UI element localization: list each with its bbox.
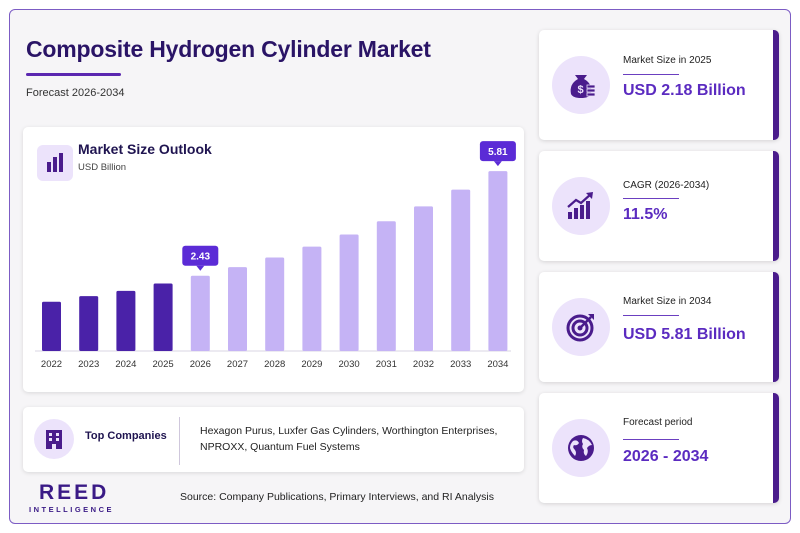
page-subtitle: Forecast 2026-2034 — [26, 87, 125, 99]
x-tick-label: 2027 — [227, 359, 248, 370]
x-tick-label: 2034 — [487, 359, 508, 370]
bar-2022 — [42, 301, 61, 351]
callout-label: 5.81 — [488, 147, 508, 158]
bar-2026 — [190, 275, 210, 351]
companies-divider — [179, 417, 180, 465]
stat-divider — [623, 198, 679, 199]
x-tick-label: 2033 — [450, 359, 471, 370]
callout-2034: 5.81 — [479, 141, 516, 167]
stat-divider — [623, 315, 679, 316]
bar-2023 — [79, 296, 99, 351]
stat-label: Forecast period — [623, 417, 693, 428]
stat-value: USD 5.81 Billion — [623, 326, 746, 343]
bar-2025 — [153, 283, 173, 351]
x-tick-label: 2024 — [115, 359, 136, 370]
growth-chart-icon — [552, 177, 610, 235]
x-tick-label: 2029 — [301, 359, 322, 370]
companies-card — [23, 407, 524, 472]
brand-logo: REED — [39, 481, 110, 504]
source-note: Source: Company Publications, Primary In… — [180, 491, 494, 503]
bar-2028 — [265, 257, 285, 351]
page-title: Composite Hydrogen Cylinder Market — [26, 36, 431, 62]
chart-title: Market Size Outlook — [78, 141, 212, 157]
stat-divider — [623, 439, 679, 440]
stat-value: 11.5% — [623, 206, 668, 223]
stat-value: 2026 - 2034 — [623, 448, 709, 465]
stat-card-market-2025: $ Market Size in 2025 USD 2.18 Billion — [539, 30, 779, 140]
callout-2026: 2.43 — [182, 245, 219, 271]
x-tick-label: 2025 — [153, 359, 174, 370]
companies-list: Hexagon Purus, Luxfer Gas Cylinders, Wor… — [200, 425, 498, 453]
building-icon — [34, 419, 74, 459]
bar-2034 — [488, 171, 508, 351]
bar-2029 — [302, 246, 322, 351]
title-underline — [26, 73, 121, 76]
bar-2024 — [116, 290, 136, 351]
stat-card-forecast-period: Forecast period 2026 - 2034 — [539, 393, 779, 503]
stat-divider — [623, 74, 679, 75]
stat-card-market-2034: Market Size in 2034 USD 5.81 Billion — [539, 272, 779, 382]
callout-label: 2.43 — [191, 252, 211, 263]
x-tick-label: 2031 — [376, 359, 397, 370]
target-icon — [552, 298, 610, 356]
bar-2027 — [228, 267, 247, 351]
x-tick-label: 2026 — [190, 359, 211, 370]
bar-2031 — [376, 221, 396, 351]
bar-2030 — [339, 234, 359, 351]
stat-label: Market Size in 2025 — [623, 55, 712, 66]
stat-value: USD 2.18 Billion — [623, 82, 746, 99]
x-tick-label: 2030 — [339, 359, 360, 370]
x-tick-label: 2028 — [264, 359, 285, 370]
bar-chart: 2022 2023 2024 2025 2026 2.43 2027 2028 2029 2030… — [35, 141, 516, 370]
companies-label: Top Companies — [85, 430, 167, 442]
brand-tagline: INTELLIGENCE — [29, 505, 115, 514]
x-tick-label: 2032 — [413, 359, 434, 370]
stat-label: Market Size in 2034 — [623, 296, 712, 307]
svg-text:$: $ — [577, 84, 583, 96]
stat-label: CAGR (2026-2034) — [623, 180, 710, 191]
bar-chart-icon — [37, 145, 73, 181]
stat-card-cagr: CAGR (2026-2034) 11.5% — [539, 151, 779, 261]
x-tick-label: 2022 — [41, 359, 62, 370]
money-bag-icon: $ — [552, 56, 610, 114]
chart-unit: USD Billion — [78, 162, 127, 173]
x-tick-label: 2023 — [78, 359, 99, 370]
globe-icon — [552, 419, 610, 477]
bar-2032 — [414, 206, 433, 351]
bar-2033 — [451, 189, 471, 351]
